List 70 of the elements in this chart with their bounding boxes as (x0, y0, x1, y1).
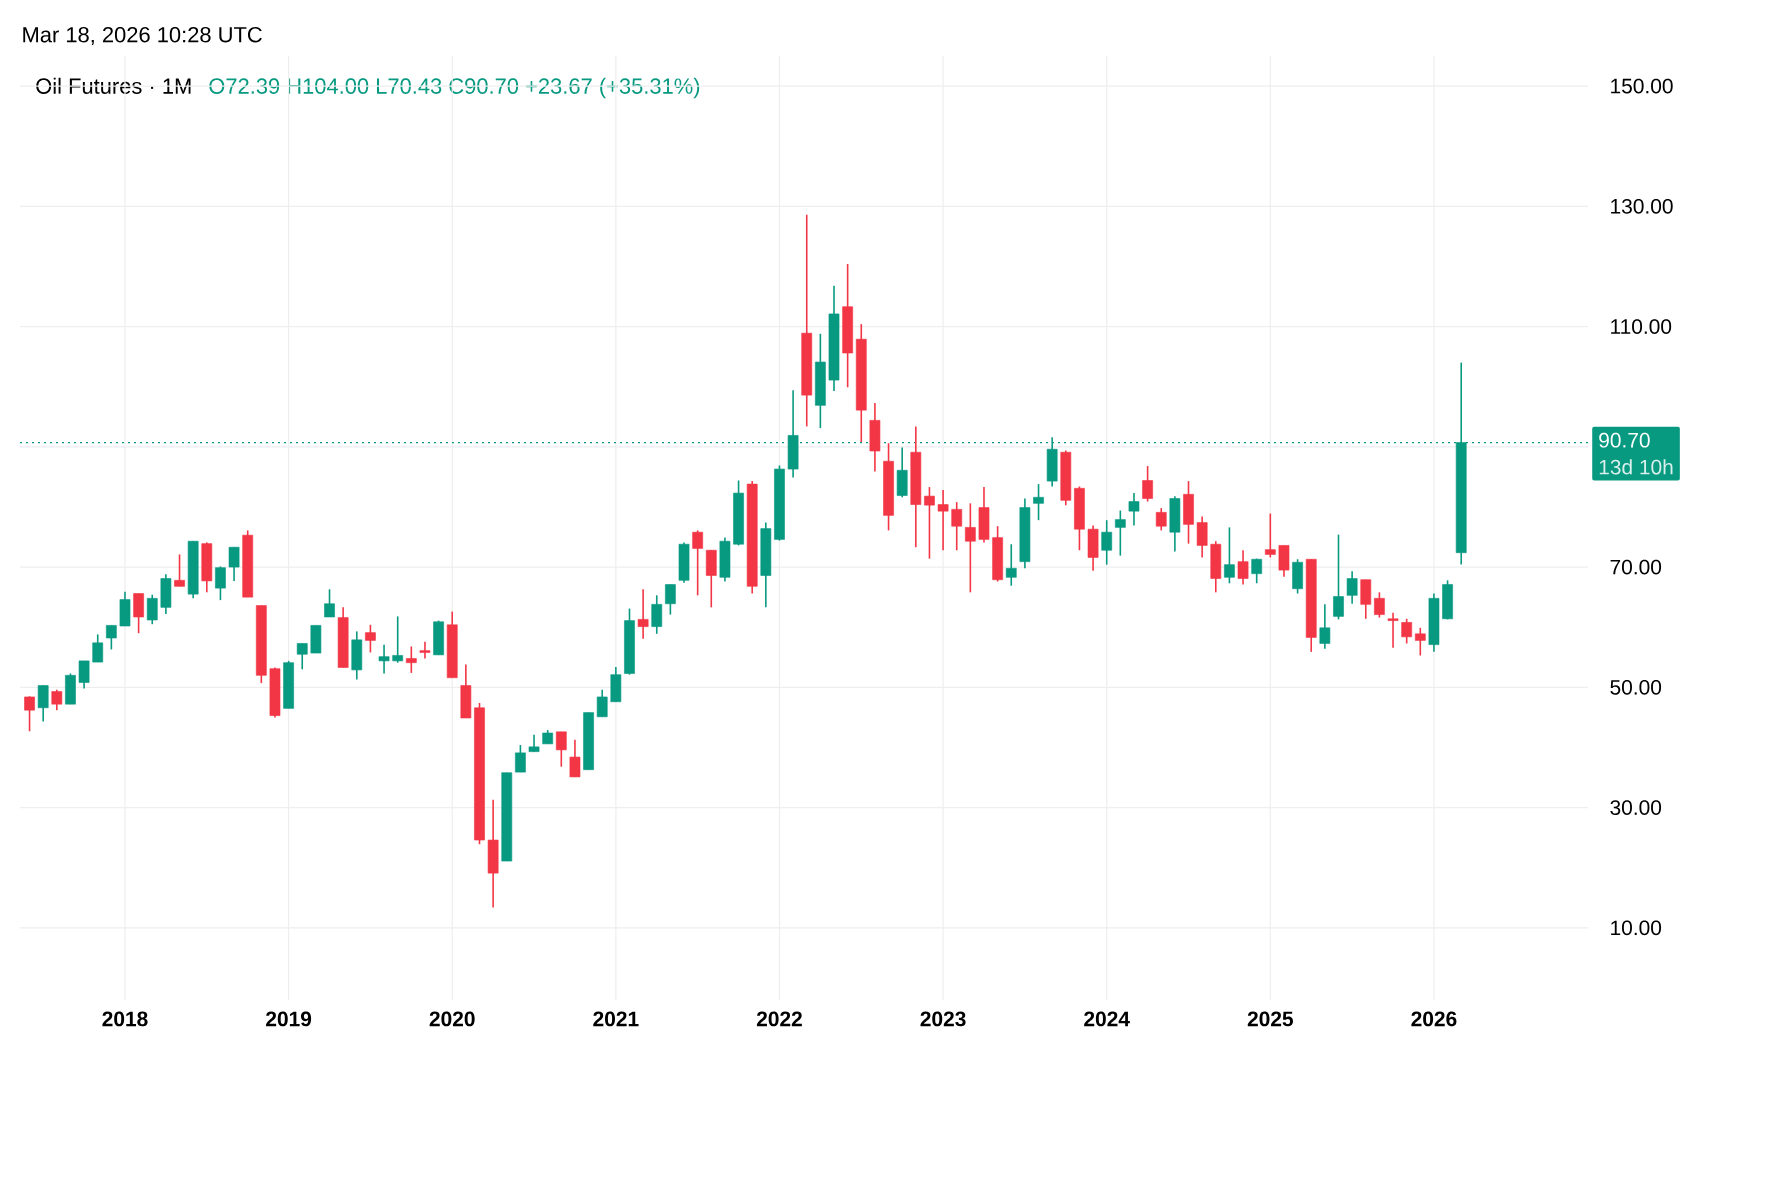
y-tick-label: 130.00 (1611, 198, 1673, 214)
text: Mar 18, 2026 10:28 UTC (23, 26, 262, 46)
candlestick (1387, 611, 1399, 649)
y-tick-label: 70.00 (1610, 559, 1662, 575)
x-tick-label: 2018 (102, 1011, 148, 1027)
candlestick (1346, 570, 1358, 605)
candlestick (392, 615, 404, 664)
candlestick (78, 660, 90, 690)
candlestick (569, 738, 581, 778)
candlestick (419, 640, 431, 660)
candlestick (106, 624, 117, 651)
candlestick (596, 688, 608, 718)
candlestick (1155, 507, 1167, 532)
candlestick (1333, 533, 1344, 621)
candlestick (651, 594, 663, 635)
candlestick (228, 546, 240, 582)
candlestick (1101, 519, 1113, 566)
x-tick-label: 2024 (1084, 1011, 1130, 1027)
candlestick (1374, 591, 1385, 619)
candlestick (937, 489, 949, 552)
candlestick (555, 731, 567, 768)
candlestick (296, 642, 308, 671)
candlestick (692, 529, 703, 597)
candlestick (1005, 543, 1017, 587)
candlestick (1033, 483, 1044, 521)
candlestick (405, 645, 417, 674)
candlestick (37, 684, 49, 723)
x-tick-label: 2019 (266, 1011, 312, 1027)
candlestick (1319, 603, 1331, 650)
candlestick (1128, 492, 1140, 527)
candlestick (51, 688, 63, 711)
candlestick (1264, 512, 1276, 559)
y-tick-label: 50.00 (1610, 679, 1662, 695)
candlestick (92, 633, 104, 663)
ref-line-label: 90.70 (1599, 432, 1650, 448)
text: O72.39 H104.00 L70.43 C90.70 +23.67 (+35.31%) (209, 77, 700, 99)
candlestick (1414, 627, 1426, 657)
candlestick (146, 593, 158, 625)
y-tick-label: 110.00 (1611, 319, 1672, 334)
candlestick (365, 624, 376, 654)
x-tick-label: 2025 (1247, 1011, 1293, 1027)
candlestick (515, 744, 526, 773)
candlestick (133, 592, 144, 635)
candlestick (174, 553, 185, 588)
x-tick-label: 2020 (429, 1011, 475, 1027)
candlestick (665, 583, 676, 616)
candlestick (1401, 617, 1413, 645)
candlestick (1115, 509, 1126, 557)
candlestick (378, 643, 390, 675)
candlestick (1237, 549, 1249, 586)
x-tick-label: 2023 (920, 1011, 966, 1027)
candlestick (324, 588, 335, 618)
y-tick-label: 30.00 (1610, 800, 1662, 815)
candlestick (924, 486, 935, 560)
candlestick (215, 565, 226, 601)
x-tick-label: 2026 (1411, 1011, 1457, 1027)
y-tick-label: 10.00 (1611, 920, 1662, 936)
text: 13d 10h (1599, 459, 1673, 475)
candlestick (1224, 526, 1235, 585)
x-tick-label: 2022 (756, 1011, 802, 1027)
text: Oil Futures · 1M (36, 77, 191, 94)
candlestick (1251, 557, 1263, 585)
x-tick-label: 2021 (593, 1011, 639, 1027)
candlestick (1142, 465, 1153, 503)
candlestick (637, 588, 649, 640)
candlestick (1196, 515, 1208, 559)
candlestick (951, 501, 963, 552)
candlestick (965, 502, 976, 594)
candlestick (24, 695, 35, 733)
y-tick-label: 150.00 (1611, 78, 1673, 94)
